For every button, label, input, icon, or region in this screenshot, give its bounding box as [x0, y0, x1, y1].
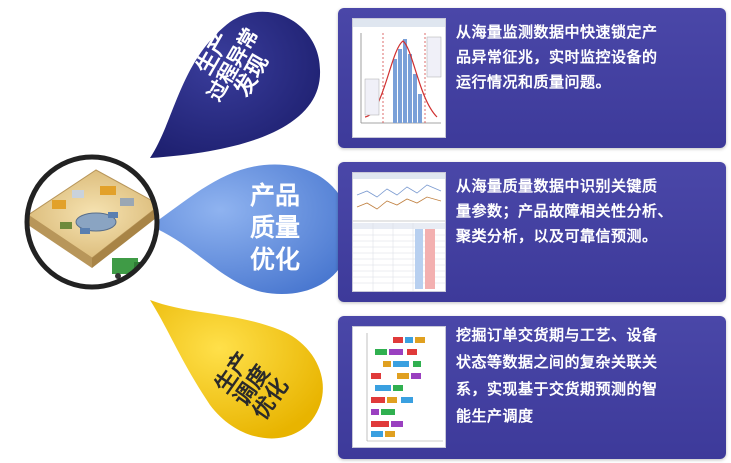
panel-2-line-2: 量参数；产品故障相关性分析、	[456, 202, 674, 220]
monitoring-chart-thumbnail	[352, 18, 446, 138]
panel-3-text: 挖掘订单交货期与工艺、设备 状态等数据之间的复杂关联关 系，实现基于交货期预测的…	[456, 322, 716, 430]
panel-scheduling-optimization: 挖掘订单交货期与工艺、设备 状态等数据之间的复杂关联关 系，实现基于交货期预测的…	[338, 316, 726, 459]
panel-2-line-3: 聚类分析，以及可靠信预测。	[456, 227, 658, 245]
quality-table-thumbnail	[352, 172, 446, 292]
gantt-chart-icon	[366, 333, 443, 442]
panel-1-text: 从海量监测数据中快速锁定产 品异常征兆，实时监控设备的 运行情况和质量问题。	[456, 20, 716, 95]
panel-1-line-2: 品异常征兆，实时监控设备的	[456, 48, 658, 66]
panel-3-line-3: 系，实现基于交货期预测的智	[456, 380, 658, 398]
panel-quality-optimization: 从海量质量数据中识别关键质 量参数；产品故障相关性分析、 聚类分析，以及可靠信预…	[338, 162, 726, 302]
drop-middle-line-2: 质量	[249, 213, 300, 242]
drop-middle	[150, 164, 351, 295]
panel-3-line-2: 状态等数据之间的复杂关联关	[456, 353, 658, 371]
drop-middle-line-3: 优化	[249, 245, 300, 274]
gantt-chart-thumbnail	[352, 326, 446, 448]
quality-table-icon	[353, 173, 445, 291]
drop-middle-line-1: 产品	[249, 181, 300, 210]
monitoring-chart-icon	[353, 19, 445, 124]
drop-bottom	[150, 300, 323, 439]
panel-3-line-1: 挖掘订单交货期与工艺、设备	[456, 326, 658, 344]
panel-2-line-1: 从海量质量数据中识别关键质	[456, 177, 658, 195]
panel-1-line-3: 运行情况和质量问题。	[456, 73, 612, 91]
factory-illustration	[24, 154, 160, 290]
panel-3-line-4: 能生产调度	[456, 407, 534, 425]
panel-2-text: 从海量质量数据中识别关键质 量参数；产品故障相关性分析、 聚类分析，以及可靠信预…	[456, 174, 716, 249]
drop-middle-label: 产品 质量 优化	[240, 180, 310, 276]
panel-1-line-1: 从海量监测数据中快速锁定产	[456, 23, 658, 41]
drop-top	[150, 11, 321, 159]
panel-process-anomaly: 从海量监测数据中快速锁定产 品异常征兆，实时监控设备的 运行情况和质量问题。	[338, 8, 726, 148]
